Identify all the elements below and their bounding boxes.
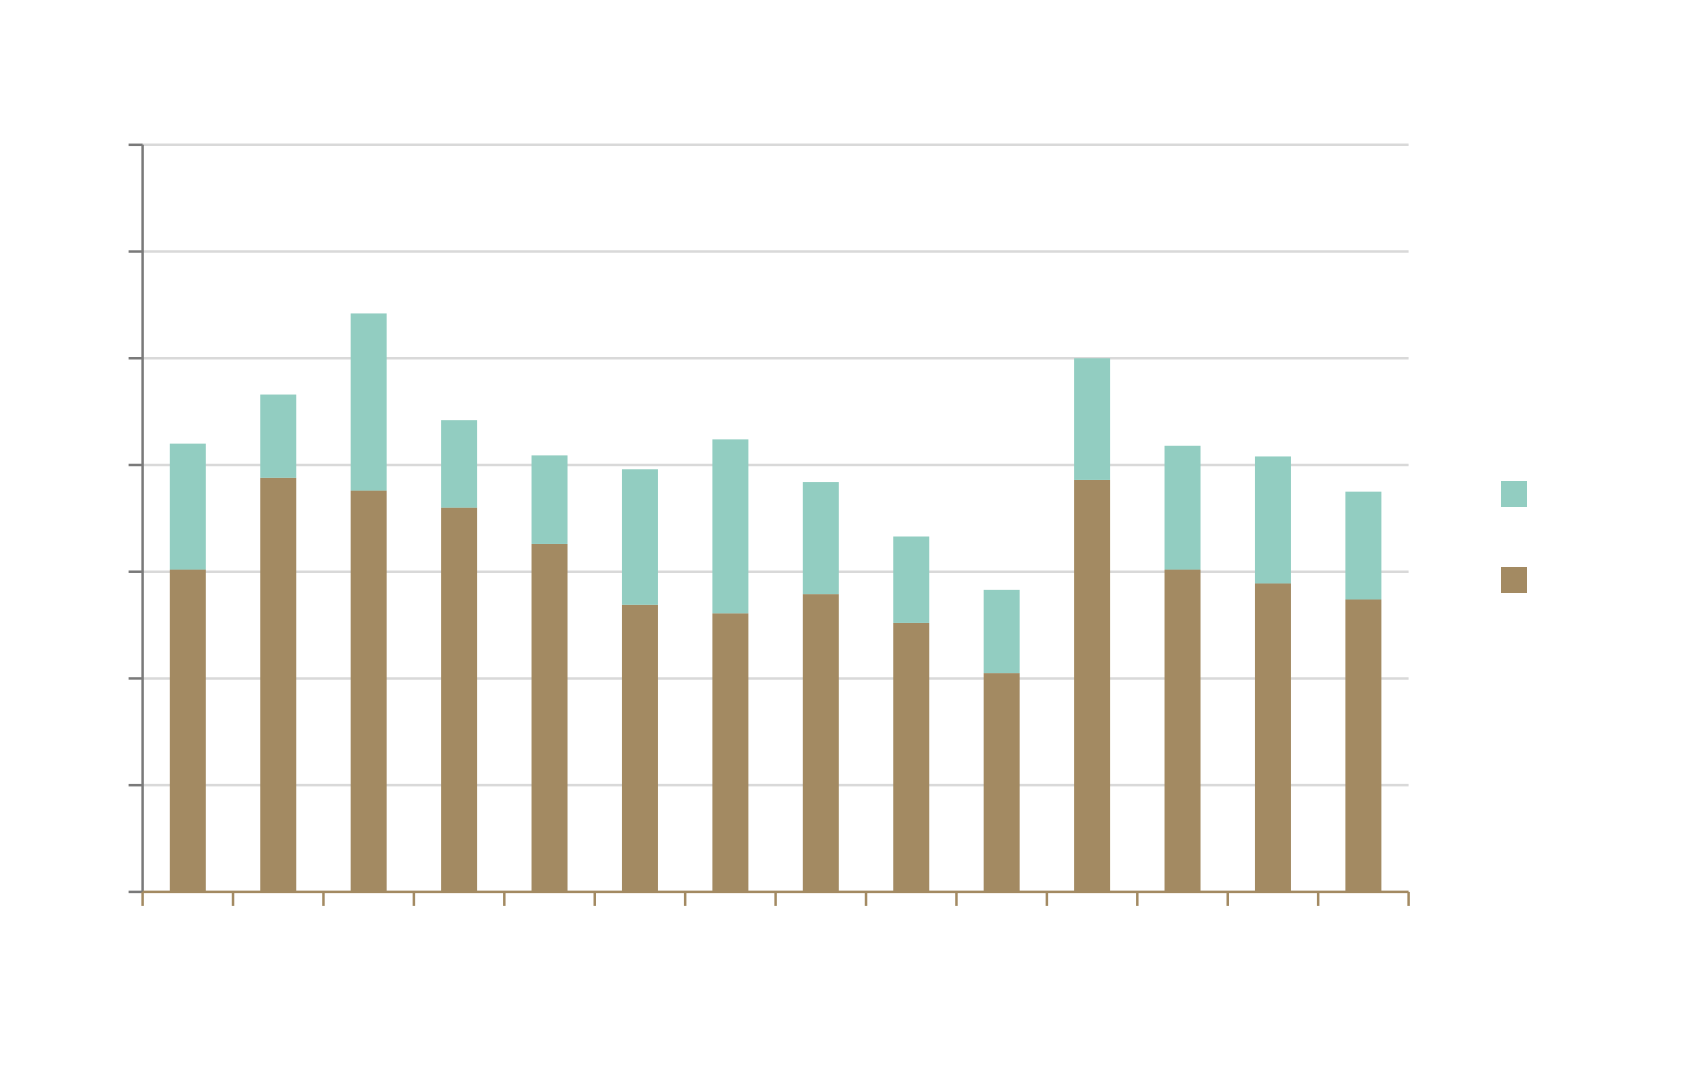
bar-segment [893, 536, 930, 623]
bar-segment [1345, 599, 1382, 892]
bar-segment [1164, 445, 1201, 570]
bar-segment [712, 613, 749, 892]
bar-segment [1254, 583, 1291, 892]
bar-segment [621, 469, 658, 605]
bar-segment [893, 622, 930, 892]
bar-segment [350, 313, 387, 491]
bar-segment [441, 420, 478, 508]
bar-segment [441, 507, 478, 892]
bar-segment [531, 543, 568, 892]
bar-segment [983, 673, 1020, 892]
legend-swatch [1501, 567, 1527, 593]
legend-swatch [1501, 481, 1527, 507]
bar-segment [169, 569, 206, 892]
bar-segment [531, 455, 568, 544]
bar-segment [621, 604, 658, 892]
bar-segment [169, 443, 206, 570]
bar-segment [1074, 479, 1111, 892]
bar-segment [712, 439, 749, 614]
bar-segment [802, 594, 839, 892]
bar-segment [983, 589, 1020, 674]
bar-segment [1074, 358, 1111, 480]
bar-segment [260, 394, 297, 478]
bar-segment [1164, 569, 1201, 892]
bar-segment [802, 482, 839, 595]
bar-segment [260, 477, 297, 892]
bar-segment [350, 490, 387, 892]
bar-segment [1254, 456, 1291, 584]
bar-segment [1345, 491, 1382, 600]
